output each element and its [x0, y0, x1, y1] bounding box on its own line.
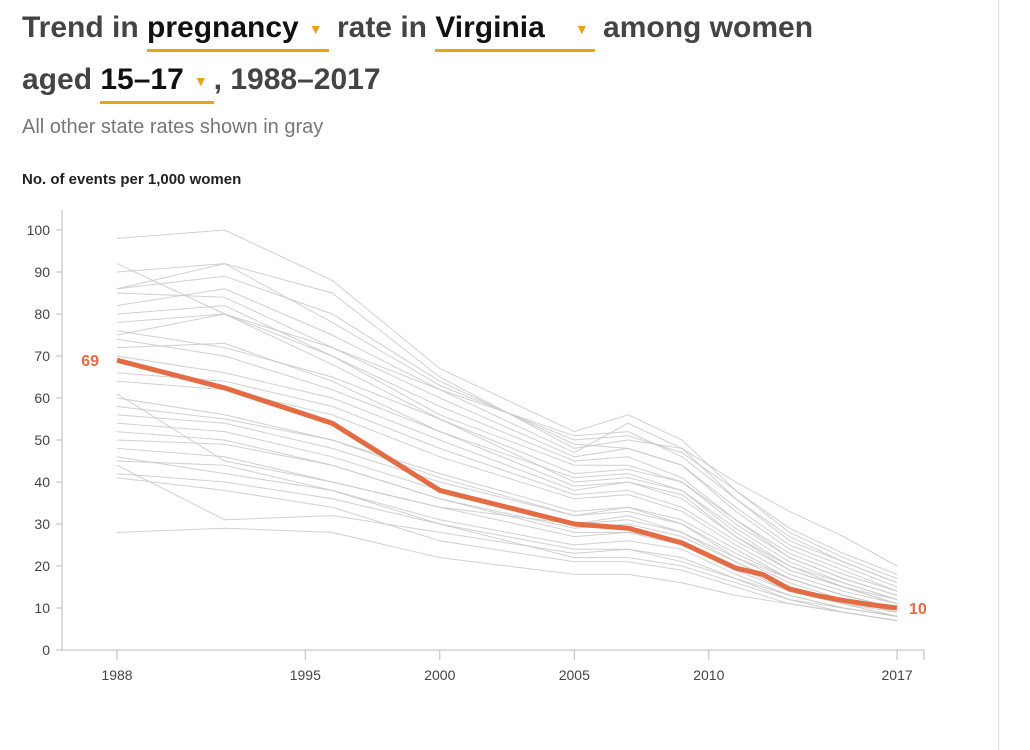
state-line-gray	[116, 393, 898, 609]
state-line-gray	[116, 292, 898, 592]
y-tick-label: 100	[27, 222, 51, 238]
caret-down-icon: ▼	[574, 21, 589, 38]
state-line-gray	[116, 397, 898, 609]
title-text: rate in	[336, 11, 427, 44]
x-tick-label: 2010	[693, 667, 724, 683]
y-tick-label: 20	[34, 558, 50, 574]
caret-down-icon: ▼	[193, 73, 208, 90]
state-line-gray	[116, 405, 898, 609]
chart-title: Trend in pregnancy ▼ rate in Virginia ▼ am…	[22, 2, 982, 106]
y-axis-label: No. of events per 1,000 women	[22, 171, 242, 188]
y-tick-label: 80	[34, 306, 50, 322]
state-line-gray	[116, 288, 898, 584]
age-dropdown[interactable]: 15–17 ▼	[100, 60, 214, 105]
y-tick-label: 40	[34, 474, 50, 490]
state-dropdown[interactable]: Virginia ▼	[435, 8, 595, 53]
state-line-virginia	[116, 357, 898, 611]
y-tick-label: 10	[34, 600, 50, 616]
age-value: 15–17	[100, 63, 184, 96]
title-text: aged	[22, 63, 93, 96]
title-text: among women	[603, 11, 814, 44]
state-line-gray	[116, 263, 898, 567]
state-line-gray	[116, 338, 898, 601]
x-tick-label: 2005	[559, 667, 590, 683]
measure-value: pregnancy	[147, 11, 299, 44]
title-text: Trend in	[22, 11, 139, 44]
end-value-label: 10	[909, 601, 927, 618]
y-tick-label: 50	[34, 432, 50, 448]
y-tick-label: 60	[34, 390, 50, 406]
state-value: Virginia	[435, 11, 545, 44]
page-divider	[998, 0, 999, 750]
state-line-gray	[116, 313, 898, 601]
state-line-gray	[116, 330, 898, 596]
y-tick-label: 70	[34, 348, 50, 364]
state-line-gray	[116, 464, 898, 617]
state-line-gray	[116, 473, 898, 622]
state-line-gray	[116, 229, 898, 580]
x-tick-label: 2000	[424, 667, 455, 683]
x-tick-label: 2017	[882, 667, 913, 683]
start-value-label: 69	[81, 353, 99, 370]
title-text: , 1988–2017	[213, 63, 381, 96]
y-tick-label: 0	[42, 642, 50, 658]
state-line-gray	[116, 305, 898, 592]
state-line-gray	[116, 380, 898, 605]
state-line-gray	[116, 263, 898, 575]
state-line-gray	[116, 414, 898, 613]
y-tick-label: 30	[34, 516, 50, 532]
state-line-gray	[116, 263, 898, 584]
y-tick-label: 90	[34, 264, 50, 280]
x-tick-label: 1995	[290, 667, 321, 683]
state-line-gray	[116, 527, 898, 622]
measure-dropdown[interactable]: pregnancy ▼	[147, 8, 329, 53]
caret-down-icon: ▼	[308, 21, 323, 38]
x-tick-label: 1988	[101, 667, 132, 683]
subtitle: All other state rates shown in gray	[22, 116, 324, 138]
state-line-gray	[116, 372, 898, 605]
